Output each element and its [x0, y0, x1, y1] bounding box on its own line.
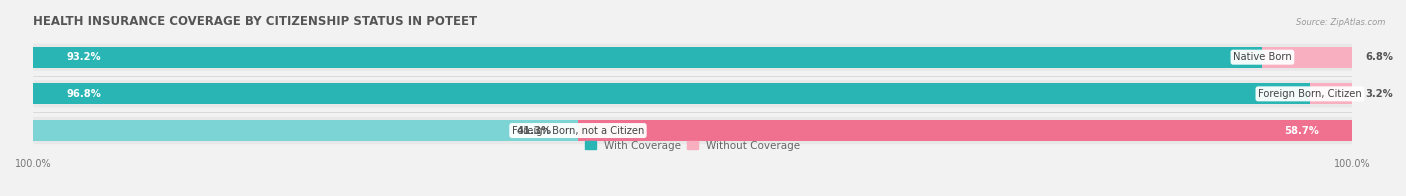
Text: 93.2%: 93.2%	[66, 52, 101, 62]
Text: 41.3%: 41.3%	[516, 125, 551, 136]
Text: HEALTH INSURANCE COVERAGE BY CITIZENSHIP STATUS IN POTEET: HEALTH INSURANCE COVERAGE BY CITIZENSHIP…	[34, 15, 478, 28]
Text: 96.8%: 96.8%	[66, 89, 101, 99]
Bar	[34, 46, 1263, 68]
Bar	[1310, 83, 1353, 104]
Bar	[578, 120, 1353, 141]
Bar	[34, 83, 1310, 104]
Bar	[34, 120, 578, 141]
Text: 6.8%: 6.8%	[1365, 52, 1393, 62]
Text: Native Born: Native Born	[1233, 52, 1292, 62]
FancyBboxPatch shape	[34, 80, 1353, 107]
Text: Source: ZipAtlas.com: Source: ZipAtlas.com	[1295, 18, 1385, 27]
FancyBboxPatch shape	[34, 44, 1353, 71]
Legend: With Coverage, Without Coverage: With Coverage, Without Coverage	[581, 137, 804, 155]
Text: Foreign Born, not a Citizen: Foreign Born, not a Citizen	[512, 125, 644, 136]
FancyBboxPatch shape	[34, 117, 1353, 144]
Text: 58.7%: 58.7%	[1284, 125, 1319, 136]
Text: 3.2%: 3.2%	[1365, 89, 1393, 99]
Text: Foreign Born, Citizen: Foreign Born, Citizen	[1258, 89, 1362, 99]
Bar	[1263, 46, 1353, 68]
